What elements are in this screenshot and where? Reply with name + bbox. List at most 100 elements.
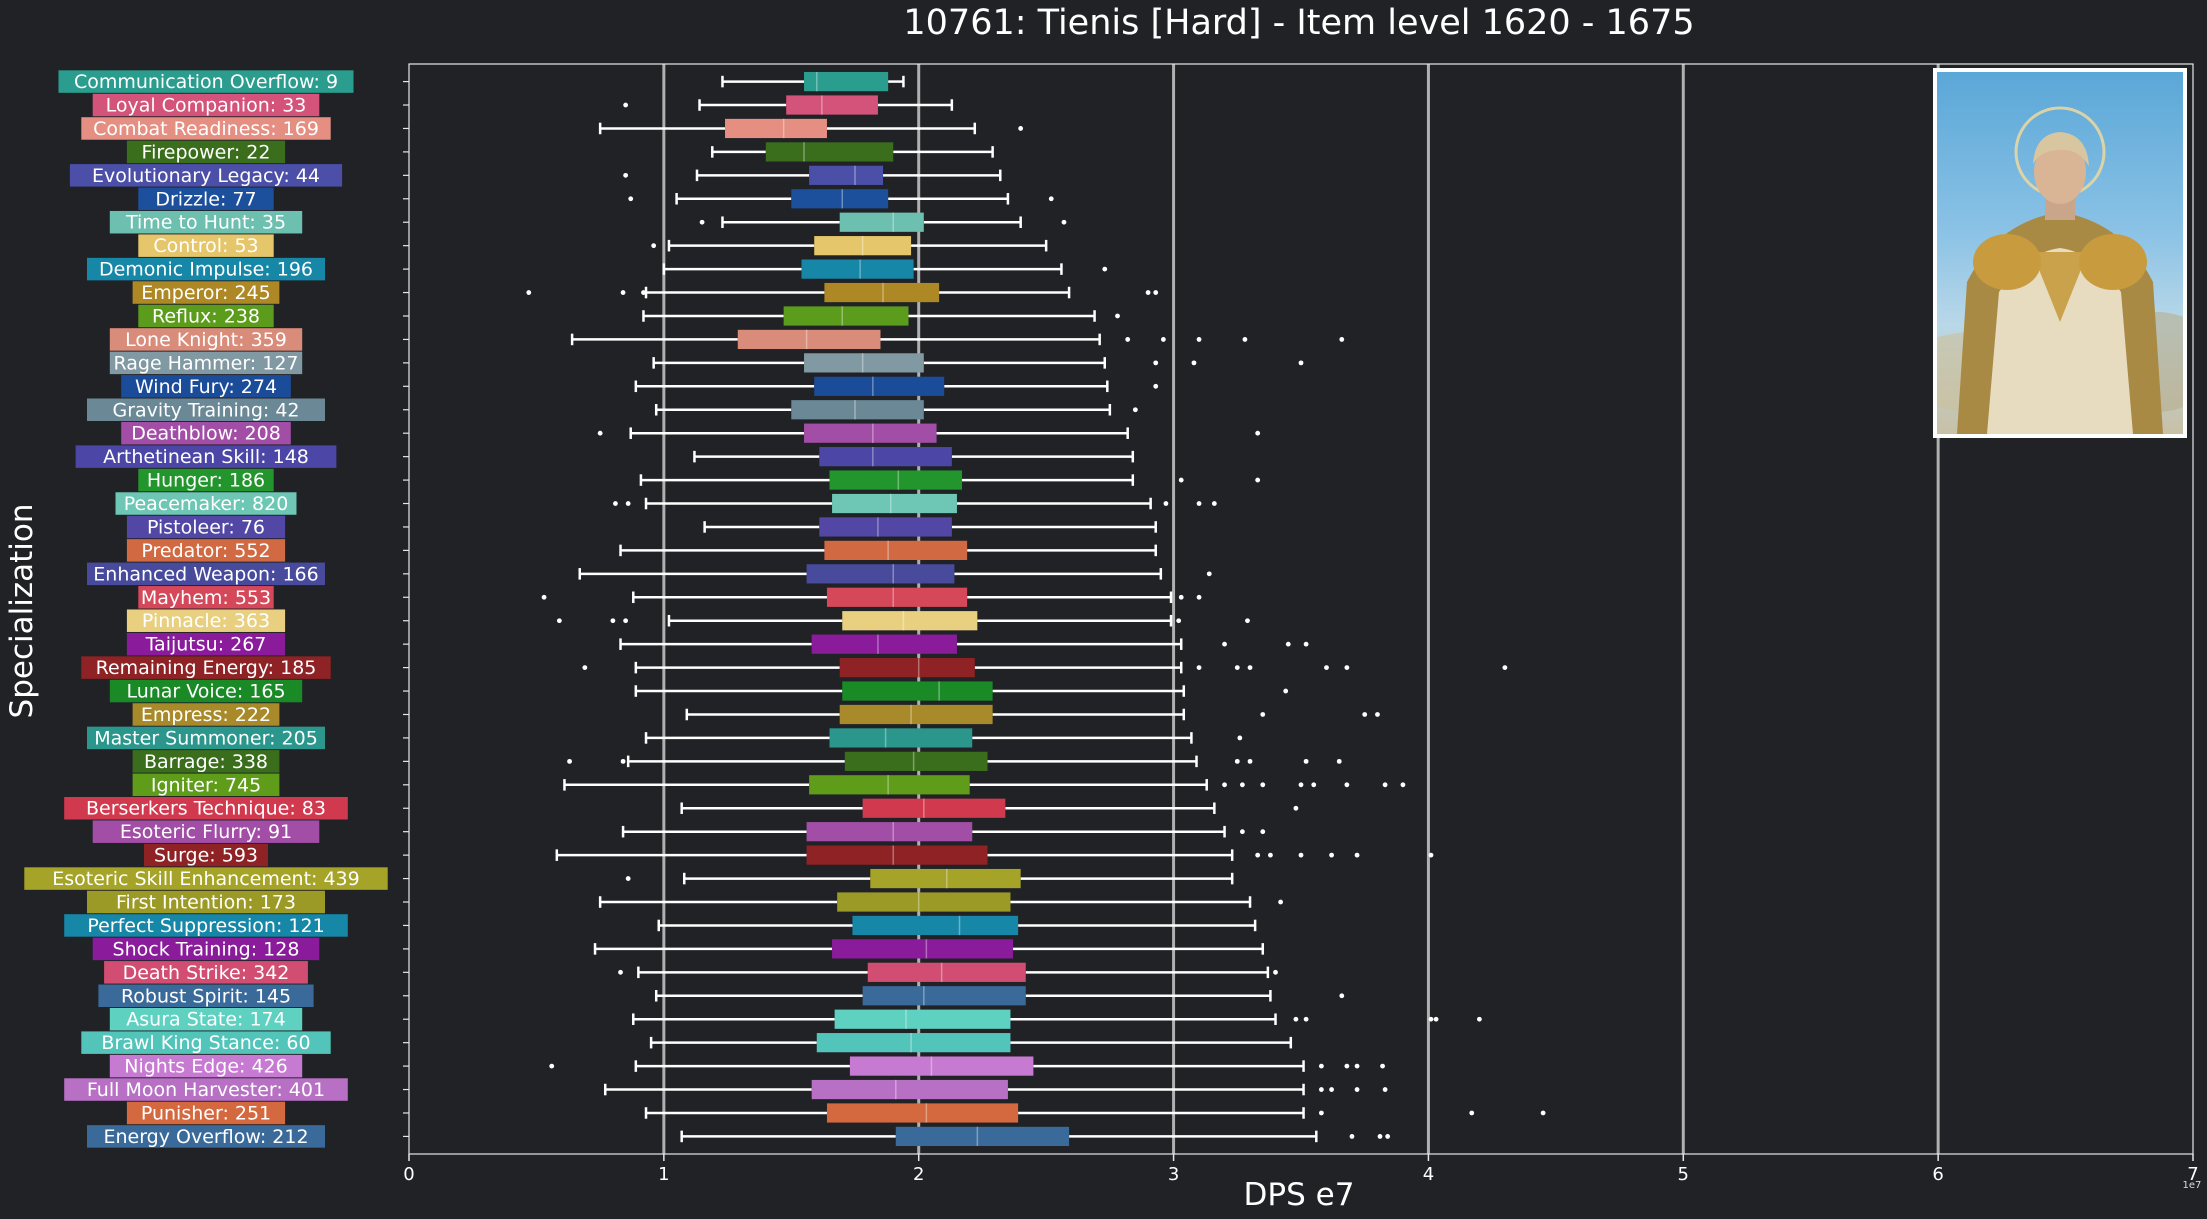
category-label-bg bbox=[138, 187, 274, 211]
outlier-point bbox=[1502, 665, 1508, 671]
box-iqr bbox=[791, 400, 924, 420]
outlier-point bbox=[1382, 782, 1388, 788]
outlier-point bbox=[610, 618, 616, 624]
box-iqr bbox=[811, 634, 957, 654]
axes bbox=[408, 63, 2194, 1155]
box-iqr bbox=[834, 1009, 1011, 1029]
box-iqr bbox=[824, 282, 940, 303]
category-label: Shock Training: 128 bbox=[113, 938, 300, 960]
category-label: Hunger: 186 bbox=[147, 470, 265, 492]
outlier-point bbox=[1153, 290, 1159, 295]
character-portrait-image bbox=[1933, 68, 2187, 438]
outlier-point bbox=[1375, 712, 1380, 717]
outlier-point bbox=[1303, 1016, 1309, 1022]
category-label-bg bbox=[87, 398, 325, 422]
box-iqr bbox=[826, 587, 968, 607]
outlier-point bbox=[1428, 852, 1434, 858]
outlier-point bbox=[1469, 1110, 1475, 1116]
outlier-point bbox=[541, 594, 547, 600]
box-iqr bbox=[809, 775, 970, 795]
outlier-point bbox=[628, 196, 634, 202]
box-iqr bbox=[862, 798, 1006, 818]
category-label-bg bbox=[81, 1031, 331, 1054]
box-iqr bbox=[804, 353, 924, 373]
category-label-bg bbox=[92, 820, 320, 843]
outlier-point bbox=[1339, 337, 1345, 342]
outlier-point bbox=[1336, 758, 1342, 764]
category-label: Loyal Companion: 33 bbox=[106, 95, 307, 117]
outlier-point bbox=[1255, 477, 1261, 483]
category-label-bg bbox=[132, 773, 280, 797]
category-label: Wind Fury: 274 bbox=[135, 376, 277, 398]
box-plot bbox=[403, 493, 1217, 514]
box-iqr bbox=[809, 165, 884, 185]
outlier-point bbox=[1303, 641, 1309, 647]
category-label: Control: 53 bbox=[153, 235, 258, 257]
x-tick-label: 2 bbox=[913, 1164, 924, 1185]
box-plot bbox=[403, 1079, 1388, 1100]
outlier-point bbox=[1242, 337, 1248, 342]
category-label-bg bbox=[69, 164, 343, 187]
category-label: Esoteric Flurry: 91 bbox=[120, 821, 292, 843]
outlier-point bbox=[1362, 712, 1368, 717]
box-iqr bbox=[829, 470, 963, 490]
category-label-bg bbox=[126, 515, 286, 539]
outlier-point bbox=[1298, 782, 1304, 788]
category-label-bg bbox=[109, 1007, 303, 1031]
outlier-point bbox=[1153, 383, 1159, 389]
box-iqr bbox=[895, 1126, 1070, 1147]
outlier-point bbox=[699, 219, 705, 225]
outlier-point bbox=[549, 1063, 555, 1069]
box-plot bbox=[403, 775, 1406, 795]
outlier-point bbox=[625, 501, 631, 506]
box-iqr bbox=[824, 540, 968, 561]
box-iqr bbox=[737, 329, 881, 350]
outlier-point bbox=[1380, 1063, 1385, 1069]
box-plot bbox=[403, 118, 1024, 139]
category-label-bg bbox=[126, 140, 286, 164]
category-label: Enhanced Weapon: 166 bbox=[93, 563, 318, 585]
box-iqr bbox=[832, 939, 1014, 959]
box-iqr bbox=[765, 142, 894, 162]
outlier-point bbox=[1428, 1016, 1434, 1022]
box-plot bbox=[403, 329, 1345, 350]
outlier-point bbox=[1540, 1110, 1546, 1116]
outlier-point bbox=[625, 876, 631, 881]
outlier-point bbox=[1234, 758, 1240, 764]
category-label-bg bbox=[24, 867, 388, 890]
y-axis-label: Specialization bbox=[4, 504, 40, 719]
box-plot bbox=[403, 611, 1250, 631]
box-plot bbox=[403, 1103, 1546, 1123]
x-axis-label: DPS e7 bbox=[1244, 1177, 1355, 1213]
category-label: Demonic Impulse: 196 bbox=[99, 259, 313, 281]
box-plot bbox=[403, 353, 1304, 373]
category-label-bg bbox=[87, 562, 325, 586]
outlier-point bbox=[582, 665, 588, 671]
box-plot bbox=[403, 1033, 1293, 1053]
category-label-bg bbox=[81, 117, 331, 140]
category-label-bg bbox=[132, 750, 280, 773]
x-axis-ticks: 0 1 2 3 4 5 6 7 bbox=[403, 1154, 2199, 1185]
outlier-point bbox=[1344, 782, 1350, 788]
category-label: Robust Spirit: 145 bbox=[121, 985, 291, 1007]
outlier-point bbox=[1163, 501, 1169, 506]
box-iqr bbox=[842, 611, 978, 631]
box-iqr bbox=[725, 118, 827, 139]
category-label-bg bbox=[58, 70, 354, 93]
box-plot bbox=[403, 71, 905, 92]
outlier-point bbox=[1298, 360, 1304, 366]
outlier-point bbox=[1344, 665, 1350, 671]
category-label: Rage Hammer: 127 bbox=[113, 352, 298, 374]
axis-offset-label: 1e7 bbox=[2183, 1180, 2202, 1191]
box-plot bbox=[403, 165, 1002, 185]
category-label-bg bbox=[138, 304, 274, 328]
x-tick-label: 3 bbox=[1168, 1164, 1179, 1185]
category-label: Remaining Energy: 185 bbox=[96, 657, 317, 679]
category-label: Perfect Suppression: 121 bbox=[87, 915, 324, 937]
box-plot bbox=[403, 798, 1299, 818]
box-plot bbox=[403, 95, 954, 115]
category-label-bg bbox=[87, 1125, 325, 1148]
outlier-point bbox=[1324, 665, 1329, 671]
box-iqr bbox=[806, 822, 973, 842]
category-label-bg bbox=[92, 937, 320, 961]
